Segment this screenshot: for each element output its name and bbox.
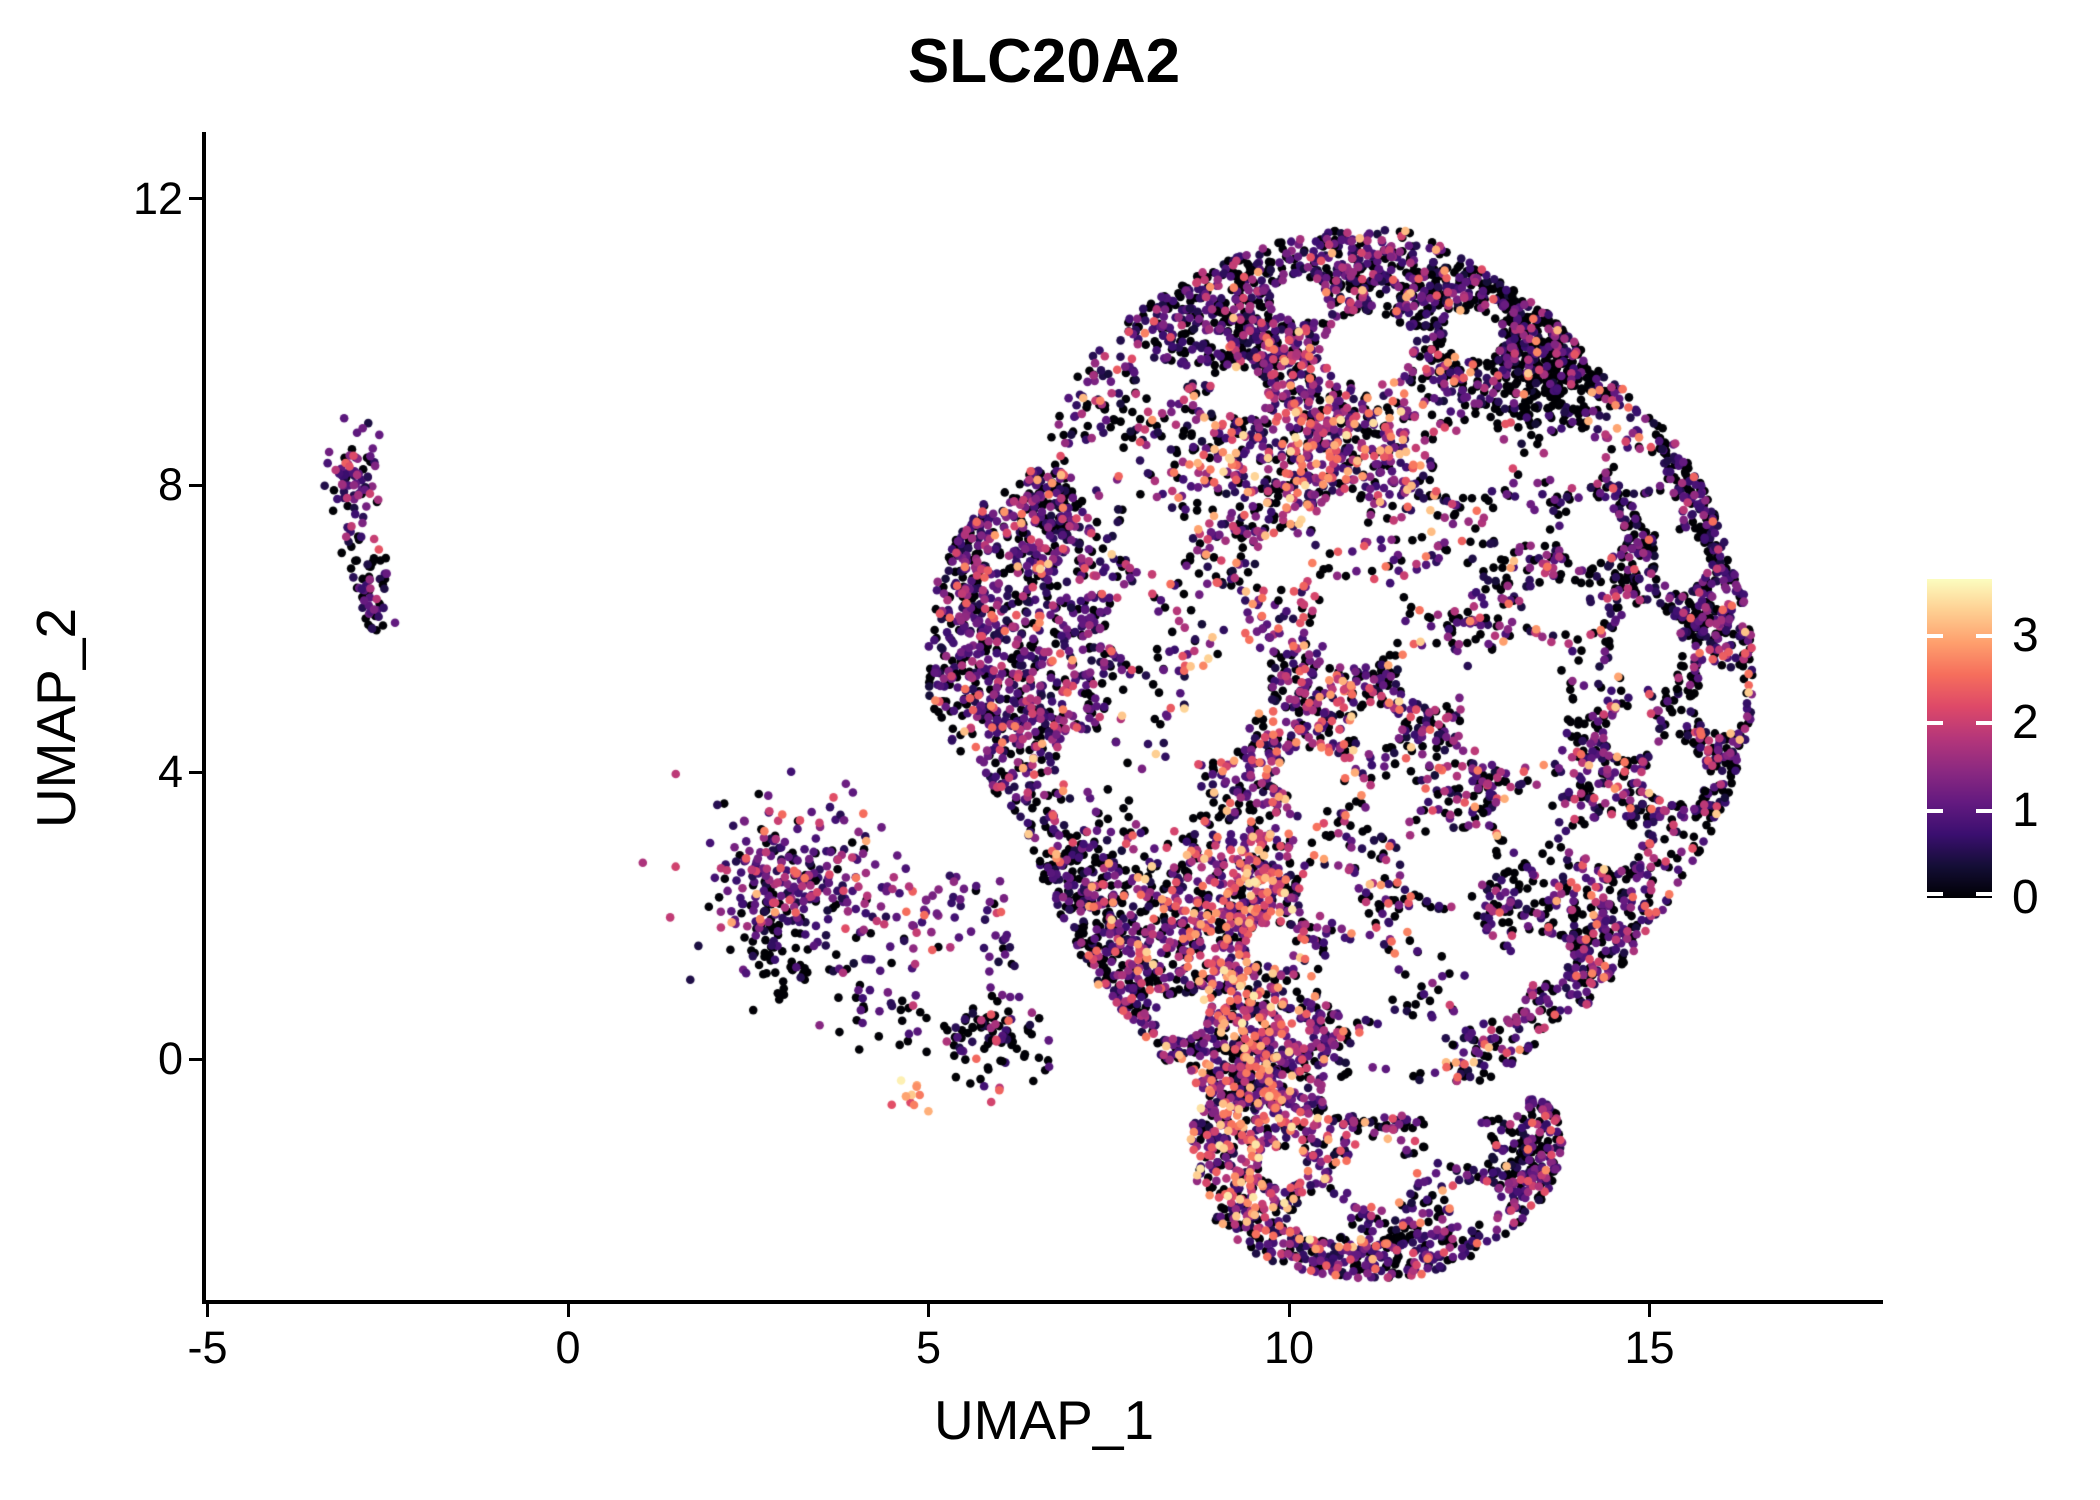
- y-tick-label: 8: [157, 459, 183, 511]
- y-tick-mark: [189, 1057, 202, 1061]
- y-tick-label: 12: [132, 172, 183, 224]
- colorbar-tick-label: 2: [2012, 696, 2039, 750]
- x-tick-label: -5: [187, 1322, 228, 1373]
- x-tick-label: 0: [555, 1322, 581, 1373]
- plot-title: SLC20A2: [907, 27, 1181, 96]
- y-tick-label: 0: [157, 1033, 183, 1084]
- colorbar-tick-label: 3: [2012, 608, 2039, 662]
- colorbar-tick-mark: [1927, 892, 1943, 896]
- x-tick-mark: [927, 1304, 930, 1317]
- colorbar-tick-mark: [1976, 633, 1992, 638]
- colorbar-tick-mark: [1976, 721, 1992, 726]
- y-tick-label: 4: [157, 746, 183, 798]
- colorbar-tick-mark: [1927, 808, 1943, 813]
- x-axis-title: UMAP_1: [933, 1389, 1155, 1451]
- colorbar-tick-label: 1: [2012, 783, 2039, 837]
- x-tick-mark: [566, 1304, 570, 1317]
- y-tick-mark: [189, 197, 202, 201]
- y-tick-mark: [189, 770, 202, 774]
- colorbar-gradient: [1927, 579, 1992, 898]
- y-tick-mark: [189, 483, 202, 487]
- x-tick-mark: [206, 1304, 209, 1317]
- x-tick-mark: [1287, 1304, 1291, 1317]
- y-axis-title: UMAP_2: [25, 607, 87, 829]
- colorbar-tick-mark: [1927, 633, 1943, 638]
- colorbar-tick-mark: [1976, 892, 1992, 896]
- colorbar-tick-mark: [1927, 721, 1943, 726]
- x-tick-label: 15: [1624, 1322, 1675, 1373]
- x-axis-line: [202, 1300, 1883, 1304]
- x-tick-label: 5: [915, 1322, 942, 1373]
- x-tick-label: 10: [1263, 1322, 1315, 1373]
- colorbar-tick-label: 0: [2012, 871, 2039, 924]
- y-axis-line: [202, 132, 206, 1304]
- x-tick-mark: [1648, 1304, 1651, 1317]
- colorbar-tick-mark: [1976, 808, 1992, 813]
